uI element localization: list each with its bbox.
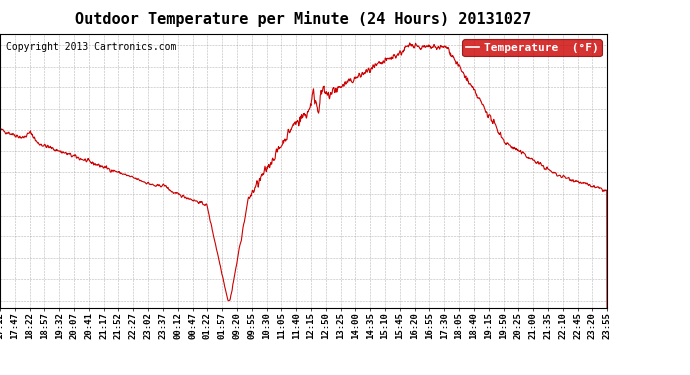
Legend: Temperature  (°F): Temperature (°F) <box>462 39 602 56</box>
Text: Copyright 2013 Cartronics.com: Copyright 2013 Cartronics.com <box>6 42 177 52</box>
Text: Outdoor Temperature per Minute (24 Hours) 20131027: Outdoor Temperature per Minute (24 Hours… <box>75 11 532 27</box>
